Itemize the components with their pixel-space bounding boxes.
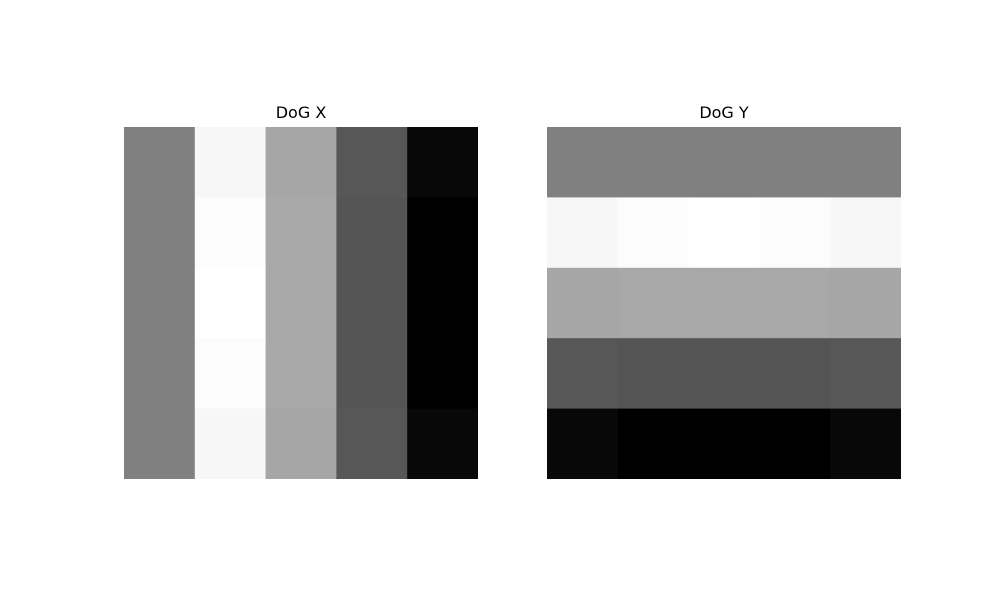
heatmap-cell-r4-c1 [617, 408, 690, 479]
heatmap-cell-r3-c0 [124, 338, 196, 410]
heatmap-cell-r0-c4 [830, 127, 901, 198]
heatmap-cell-r4-c2 [688, 408, 760, 479]
heatmap-cell-r3-c0 [547, 338, 619, 410]
heatmap-cell-r3-c4 [407, 338, 478, 410]
heatmap-cell-r2-c3 [759, 267, 831, 339]
heatmap-cell-r2-c2 [265, 267, 337, 339]
heatmap-plot-dog-x [124, 127, 478, 479]
heatmap-cell-r1-c2 [688, 197, 760, 269]
heatmap-cell-r4-c3 [759, 408, 831, 479]
heatmap-cell-r0-c3 [759, 127, 831, 198]
heatmap-cell-r1-c1 [194, 197, 267, 269]
heatmap-cell-r1-c2 [265, 197, 337, 269]
heatmap-cell-r3-c2 [688, 338, 760, 410]
heatmap-cell-r2-c3 [336, 267, 408, 339]
heatmap-cell-r4-c4 [407, 408, 478, 479]
heatmap-cell-r2-c1 [617, 267, 690, 339]
heatmap-cell-r2-c4 [407, 267, 478, 339]
heatmap-cell-r3-c4 [830, 338, 901, 410]
heatmap-cell-r4-c0 [547, 408, 619, 479]
heatmap-cell-r2-c1 [194, 267, 267, 339]
heatmap-cell-r1-c0 [547, 197, 619, 269]
heatmap-cell-r3-c2 [265, 338, 337, 410]
heatmap-cell-r4-c0 [124, 408, 196, 479]
heatmap-cell-r3-c1 [194, 338, 267, 410]
heatmap-panel-dog-y: DoG Y [547, 100, 901, 480]
heatmap-cell-r0-c2 [265, 127, 337, 198]
heatmap-plot-dog-y [547, 127, 901, 479]
heatmap-cell-r2-c0 [124, 267, 196, 339]
heatmap-cell-r2-c4 [830, 267, 901, 339]
heatmap-cell-r1-c1 [617, 197, 690, 269]
heatmap-cell-r0-c1 [194, 127, 267, 198]
heatmap-cell-r4-c2 [265, 408, 337, 479]
heatmap-cell-r1-c3 [759, 197, 831, 269]
heatmap-cell-r0-c2 [688, 127, 760, 198]
heatmap-cell-r4-c3 [336, 408, 408, 479]
heatmap-cell-r3-c3 [336, 338, 408, 410]
heatmap-cell-r3-c1 [617, 338, 690, 410]
heatmap-cell-r0-c4 [407, 127, 478, 198]
heatmap-cell-r0-c1 [617, 127, 690, 198]
heatmap-cell-r0-c0 [124, 127, 196, 198]
chart-title: DoG Y [699, 103, 749, 122]
heatmap-cell-r1-c4 [830, 197, 901, 269]
heatmap-cell-r2-c0 [547, 267, 619, 339]
heatmap-panel-dog-x: DoG X [124, 100, 478, 480]
heatmap-cell-r1-c4 [407, 197, 478, 269]
heatmap-cell-r1-c3 [336, 197, 408, 269]
heatmap-cell-r1-c0 [124, 197, 196, 269]
heatmap-cell-r0-c3 [336, 127, 408, 198]
heatmap-cell-r2-c2 [688, 267, 760, 339]
heatmap-cell-r3-c3 [759, 338, 831, 410]
heatmap-cell-r4-c4 [830, 408, 901, 479]
heatmap-cell-r0-c0 [547, 127, 619, 198]
chart-title: DoG X [275, 103, 327, 122]
heatmap-cell-r4-c1 [194, 408, 267, 479]
